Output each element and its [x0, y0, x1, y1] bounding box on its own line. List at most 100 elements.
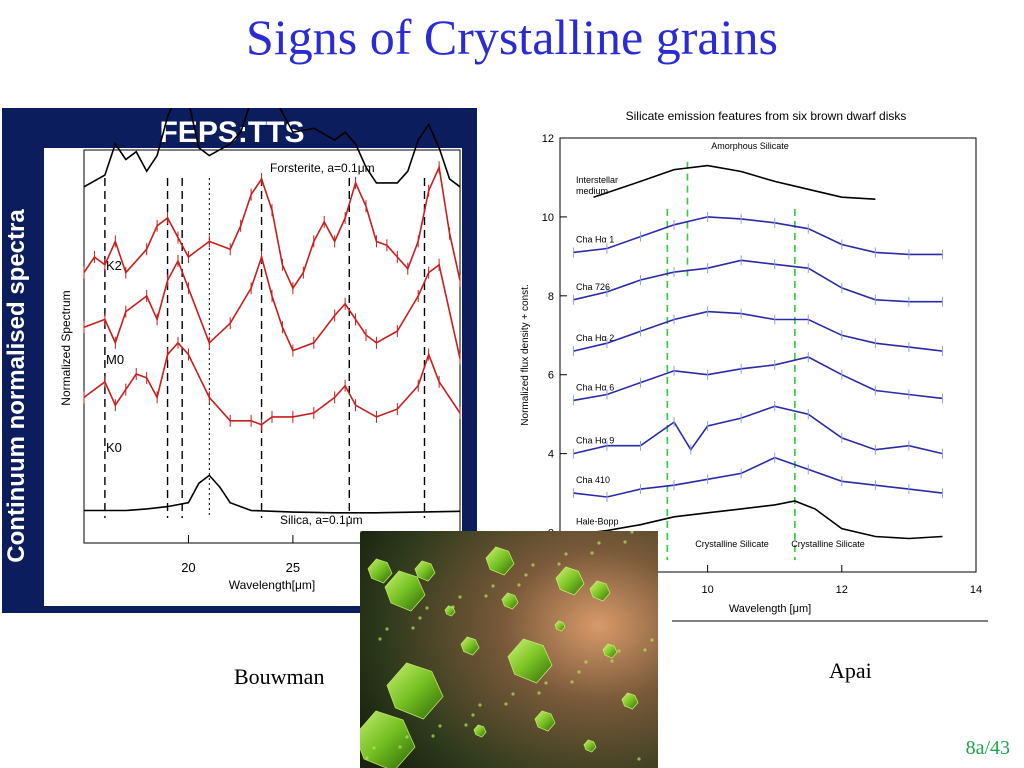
- dust-particle: [484, 594, 488, 598]
- dust-particle: [478, 703, 482, 707]
- credit-apai: Apai: [829, 658, 872, 683]
- crystal-grain: [534, 710, 556, 732]
- crystal-grain: [485, 546, 515, 576]
- crystal-grain: [360, 710, 416, 768]
- series-label-cha-h-9: Cha Hα 9: [576, 436, 614, 446]
- dust-particle: [411, 626, 415, 630]
- x-tick-label: 14: [970, 584, 982, 596]
- crystal-grain: [583, 739, 597, 753]
- right-plot-area: [559, 137, 977, 573]
- dust-particle: [451, 605, 455, 609]
- crystal-grain: [602, 643, 618, 659]
- spectrum-silica-a-0-1-m: [84, 474, 461, 514]
- series-label-cha-h-1: Cha Hα 1: [576, 234, 614, 244]
- left-chart-banner: FEPS:TTS: [159, 116, 304, 149]
- dust-particle: [531, 563, 535, 567]
- dust-particle: [537, 691, 541, 695]
- series-label-cha-410: Cha 410: [576, 475, 610, 485]
- dust-particle: [617, 649, 621, 653]
- series-cha-h-6: [573, 356, 943, 402]
- dust-particle: [650, 638, 654, 642]
- dust-particle: [458, 595, 462, 599]
- spectrum-k0: [83, 341, 461, 426]
- dust-particle: [590, 551, 594, 555]
- feps-spectra-chart: FEPS:TTS Continuum normalised spectra 20…: [2, 108, 477, 613]
- series-label-hale-bopp: Hale-Bopp: [576, 517, 619, 527]
- series-cha-726: [573, 259, 943, 303]
- dust-particle: [584, 660, 588, 664]
- series-cha-h-2: [573, 310, 943, 352]
- dust-particle: [570, 680, 574, 684]
- left-y-axis-label: Normalized Spectrum: [59, 290, 73, 405]
- dust-particle: [564, 552, 568, 556]
- dust-particle: [643, 648, 647, 652]
- crystal-grain: [501, 592, 519, 610]
- dust-particle: [610, 659, 614, 663]
- dust-particle: [425, 606, 429, 610]
- crystal-grain: [367, 558, 393, 584]
- spectrum-k2: [83, 164, 461, 290]
- crystal-grains-illustration: [360, 531, 658, 768]
- left-series-label-silica: Silica, a=0.1μm: [280, 513, 363, 527]
- crystal-grain: [460, 636, 480, 656]
- dust-particle: [557, 562, 561, 566]
- annotation-amorphous-silicate: Amorphous Silicate: [711, 141, 789, 151]
- crystal-grain: [414, 560, 436, 582]
- y-tick-label: 12: [542, 133, 554, 145]
- series-label-interstellar-medium: Interstellar medium: [576, 175, 618, 196]
- crystal-grain: [507, 638, 553, 684]
- series-interstellar-medium: [593, 164, 876, 200]
- dust-particle: [372, 746, 376, 750]
- right-y-axis-label: Normalized flux density + const.: [520, 284, 531, 425]
- y-tick-label: 10: [542, 212, 554, 224]
- x-tick-label: 12: [836, 584, 848, 596]
- left-chart-side-label: Continuum normalised spectra: [3, 209, 30, 563]
- left-series-label-k0: K0: [106, 440, 122, 455]
- crystal-grain: [621, 692, 639, 710]
- dust-particle: [630, 531, 634, 534]
- brown-dwarf-silicate-chart: Silicate emission features from six brow…: [512, 100, 988, 622]
- annotation-crystalline-silicate-left: Crystalline Silicate: [695, 539, 769, 549]
- series-label-cha-726: Cha 726: [576, 282, 610, 292]
- series-label-cha-h-6: Cha Hα 6: [576, 382, 614, 392]
- x-tick-label: 10: [701, 584, 713, 596]
- dust-particle: [623, 540, 627, 544]
- dust-particle: [438, 724, 442, 728]
- dust-particle: [504, 702, 508, 706]
- series-label-cha-h-2: Cha Hα 2: [576, 333, 614, 343]
- page-number: 8a/43: [965, 737, 1010, 759]
- dust-particle: [511, 692, 515, 696]
- left-series-label-m0: M0: [106, 352, 124, 367]
- dust-particle: [431, 734, 435, 738]
- dust-particle: [577, 670, 581, 674]
- dust-particle: [544, 681, 548, 685]
- dust-particle: [405, 735, 409, 739]
- crystal-grain: [473, 724, 487, 738]
- dust-particle: [517, 583, 521, 587]
- dust-particle: [491, 584, 495, 588]
- dust-particle: [360, 531, 362, 533]
- series-hale-bopp: [573, 500, 943, 540]
- y-tick-label: 4: [548, 449, 554, 461]
- dust-particle: [471, 713, 475, 717]
- dust-particle: [378, 637, 382, 641]
- series-cha-410: [573, 456, 943, 498]
- annotation-crystalline-silicate-right: Crystalline Silicate: [791, 539, 865, 549]
- dust-particle: [464, 723, 468, 727]
- right-chart-title: Silicate emission features from six brow…: [626, 109, 907, 123]
- dust-particle: [385, 627, 389, 631]
- crystal-grain: [386, 662, 444, 720]
- crystal-grain: [589, 580, 611, 602]
- crystal-grain: [554, 620, 566, 632]
- x-tick-label: 20: [181, 560, 195, 575]
- spectrum-forsterite-a-0-1-m: [83, 108, 461, 188]
- dust-particle: [398, 745, 402, 749]
- credit-bouwman: Bouwman: [234, 664, 325, 689]
- dust-particle: [597, 541, 601, 545]
- crystal-grain: [384, 570, 426, 612]
- left-x-axis-label: Wavelength[μm]: [229, 578, 316, 592]
- left-chart-canvas: [44, 148, 462, 606]
- slide-title: Signs of Crystalline grains: [246, 9, 778, 65]
- left-series-label-forsterite: Forsterite, a=0.1μm: [270, 161, 375, 175]
- dust-particle: [418, 616, 422, 620]
